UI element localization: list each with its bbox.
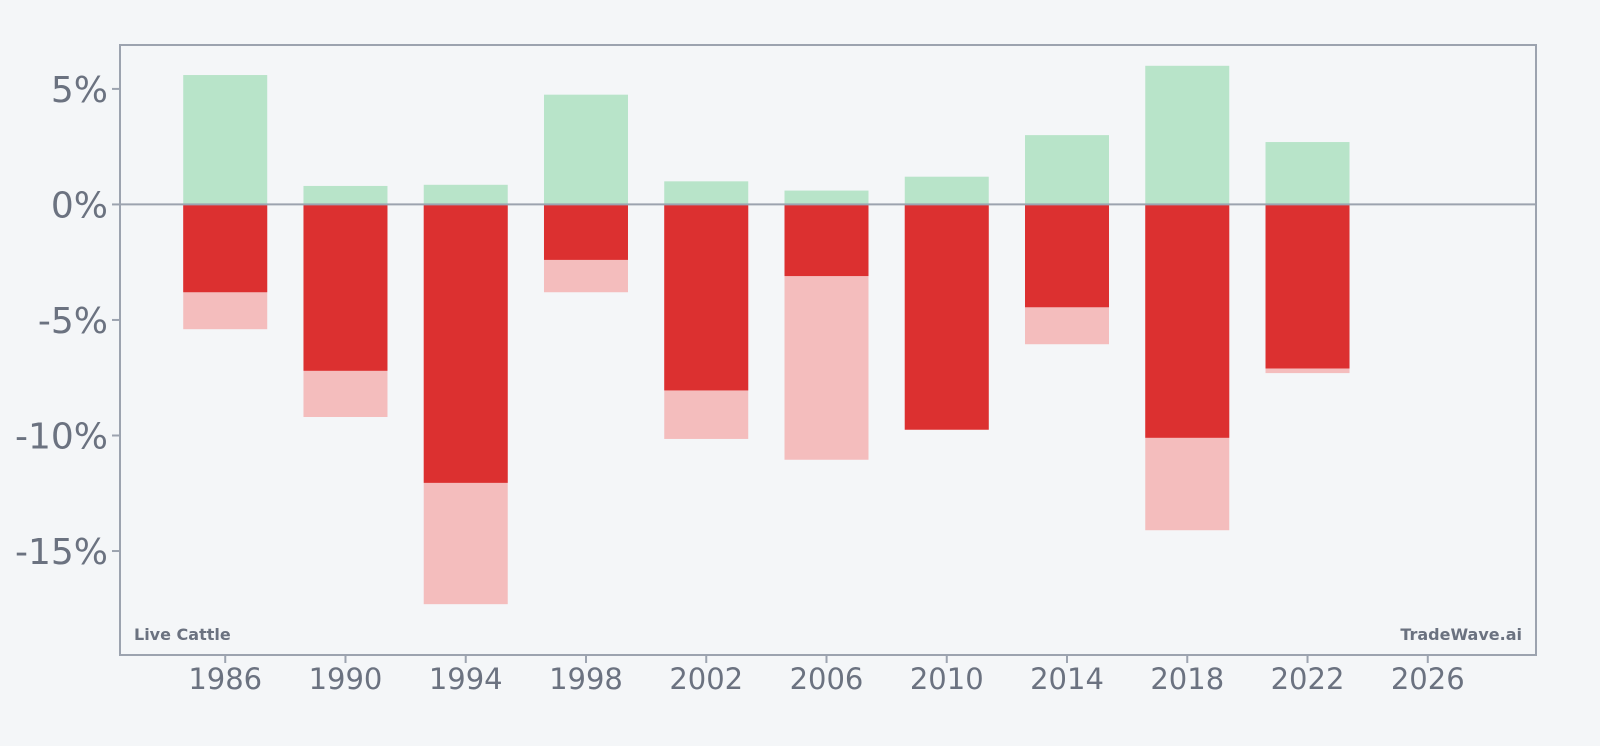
- plot-frame: [119, 44, 1537, 656]
- x-tick-label: 2002: [669, 662, 743, 696]
- bars-layer: [183, 65, 1350, 605]
- bar-loss-2006: [784, 204, 869, 277]
- y-tick-label: -5%: [38, 301, 108, 342]
- x-tick-label: 1990: [309, 662, 383, 696]
- bar-gain-2018: [1145, 65, 1230, 205]
- bar-loss-2014: [1025, 204, 1110, 308]
- bar-loss-1990: [303, 204, 388, 371]
- x-tick-label: 2026: [1391, 662, 1465, 696]
- bar-loss-1998: [543, 204, 628, 260]
- bar-loss-1986: [183, 204, 268, 293]
- x-tick-label: 2010: [910, 662, 984, 696]
- y-tick-label: -15%: [15, 532, 108, 573]
- y-tick-label: -10%: [15, 416, 108, 457]
- x-tick-label: 2006: [790, 662, 864, 696]
- y-axis: 5% 0% -5% -10% -15%: [15, 70, 120, 573]
- x-axis: 1986 1990 1994 1998 2002 2006 2010 2014 2018 2022…: [188, 655, 1465, 696]
- y-tick-label: 0%: [51, 185, 108, 226]
- bar-loss-1994: [423, 204, 508, 483]
- bar-gain-2002: [664, 181, 749, 205]
- x-tick-label: 2018: [1150, 662, 1224, 696]
- bar-gain-1990: [303, 185, 388, 205]
- chart-label-right: TradeWave.ai: [1400, 625, 1522, 644]
- bar-gain-2006: [784, 190, 869, 205]
- bar-gain-1986: [183, 75, 268, 205]
- x-tick-label: 2022: [1271, 662, 1345, 696]
- bar-loss-2022: [1265, 204, 1350, 369]
- bar-gain-1998: [543, 94, 628, 205]
- bar-gain-2010: [904, 176, 989, 205]
- x-tick-label: 2014: [1030, 662, 1104, 696]
- bar-gain-2022: [1265, 142, 1350, 205]
- bar-gain-1994: [423, 184, 508, 205]
- x-tick-label: 1986: [188, 662, 262, 696]
- bar-gain-2014: [1025, 135, 1110, 205]
- x-tick-label: 1998: [549, 662, 623, 696]
- y-tick-label: 5%: [51, 70, 108, 111]
- bar-loss-2010: [904, 204, 989, 430]
- bar-loss-2002: [664, 204, 749, 391]
- x-tick-label: 1994: [429, 662, 503, 696]
- chart-label-left: Live Cattle: [134, 625, 231, 644]
- bar-loss-2018: [1145, 204, 1230, 438]
